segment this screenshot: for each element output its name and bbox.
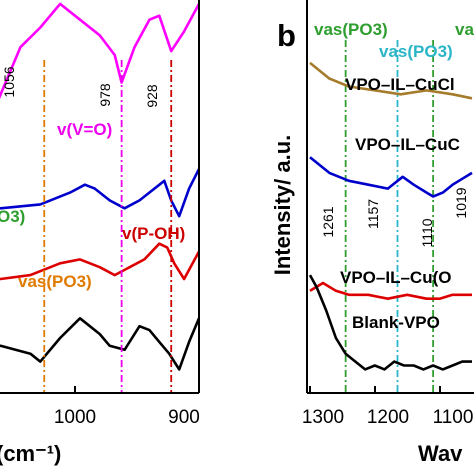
panel-a-tick-label-900: 900 xyxy=(168,407,200,428)
panel-a-x-axis-label: (cm⁻¹) xyxy=(0,441,61,466)
panel-b-series-2 xyxy=(309,281,472,300)
panel-a-vlines xyxy=(43,60,173,393)
panel-b-tick-label-1100: 1100 xyxy=(433,407,474,428)
label-vas-po3-green: vas(PO3) xyxy=(314,20,388,39)
annotation-928: 928 xyxy=(144,84,160,108)
annotation-1019: 1019 xyxy=(453,187,469,218)
panel-label-b: b xyxy=(277,18,296,53)
panel-a-series xyxy=(0,2,201,371)
label-series-blank: Blank-VPO xyxy=(352,313,440,332)
panel-b-series-1 xyxy=(309,156,473,198)
panel-b: b 1300 1200 1100 Wav Intensity/ a.u. vas… xyxy=(270,0,474,466)
annotation-1157: 1157 xyxy=(365,199,381,229)
panel-a-series-3 xyxy=(0,317,201,371)
label-series-cucl: VPO–IL–CuCl xyxy=(345,75,455,94)
panel-b-tick-label-1300: 1300 xyxy=(302,407,344,428)
label-vas-po3-cyan: vas(PO3) xyxy=(379,42,453,61)
panel-b-vlines xyxy=(344,40,435,393)
label-vas-po3-a: vas(PO3) xyxy=(18,272,92,291)
panel-b-y-axis-label: Intensity/ a.u. xyxy=(270,135,295,276)
label-v-p-oh: v(P-OH) xyxy=(122,224,185,243)
panel-a-series-1 xyxy=(0,168,201,218)
annotation-1261: 1261 xyxy=(320,206,336,237)
panel-a-series-0 xyxy=(0,2,201,100)
panel-b-x-axis-label: Wav xyxy=(418,441,463,466)
panel-b-series xyxy=(308,61,473,371)
panel-a: 1000 900 (cm⁻¹) 1056 978 928 v(V=O) v(P-… xyxy=(0,0,201,466)
panel-b-tick-label-1200: 1200 xyxy=(367,407,409,428)
annotation-978: 978 xyxy=(97,83,113,107)
panel-b-series-3 xyxy=(308,274,472,371)
label-series-cu-o: VPO–IL–Cu(O xyxy=(340,268,451,287)
label-va-clipped: va xyxy=(455,20,474,39)
annotation-1110: 1110 xyxy=(419,218,435,247)
label-clipped-o3: O3) xyxy=(0,207,25,226)
label-series-cuc: VPO–IL–CuC xyxy=(355,135,460,154)
panel-b-series-0 xyxy=(309,61,473,100)
label-v-v-o: v(V=O) xyxy=(57,120,112,139)
annotation-1056: 1056 xyxy=(1,66,17,97)
panel-a-tick-label-1000: 1000 xyxy=(54,407,96,428)
